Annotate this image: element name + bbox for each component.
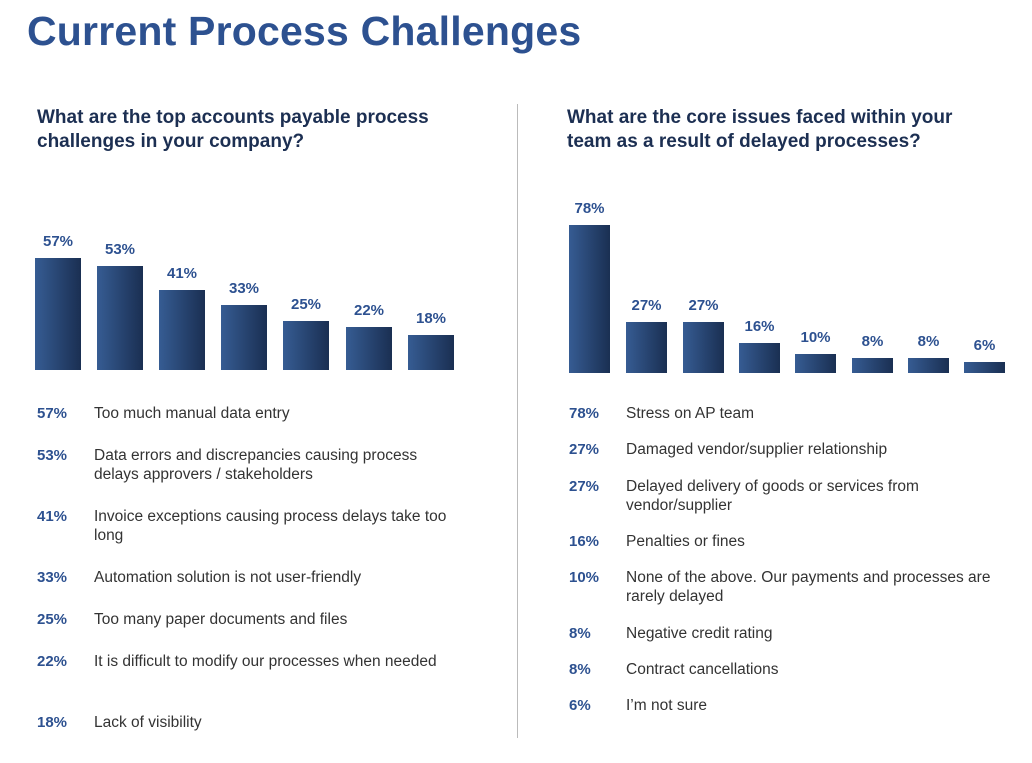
legend-text: Invoice exceptions causing process delay… bbox=[94, 508, 447, 544]
bar-label: 41% bbox=[166, 264, 198, 282]
legend-percent: 41% bbox=[37, 508, 68, 525]
legend-percent: 33% bbox=[37, 569, 68, 586]
bar-label: 57% bbox=[42, 233, 74, 251]
legend-percent: 57% bbox=[37, 405, 68, 422]
bar bbox=[739, 342, 780, 373]
legend-percent: 18% bbox=[37, 714, 68, 731]
bar bbox=[346, 326, 392, 370]
legend-percent: 6% bbox=[569, 697, 591, 714]
bar-label: 10% bbox=[800, 329, 831, 346]
bar-label: 6% bbox=[973, 336, 996, 354]
legend-text: Delayed delivery of goods or services fr… bbox=[626, 478, 919, 514]
bar bbox=[964, 361, 1005, 373]
bar bbox=[908, 357, 949, 373]
legend-text: Lack of visibility bbox=[94, 714, 202, 731]
bar-label: 53% bbox=[104, 241, 136, 259]
bar bbox=[408, 334, 454, 370]
legend-percent: 16% bbox=[569, 533, 600, 550]
legend-item: 6% I’m not sure bbox=[569, 696, 996, 715]
bar-label: 27% bbox=[631, 296, 662, 314]
bar bbox=[852, 357, 893, 373]
bar bbox=[35, 258, 81, 370]
legend-percent: 8% bbox=[569, 625, 591, 642]
legend-item: 25% Too many paper documents and files bbox=[37, 610, 464, 629]
legend-text: I’m not sure bbox=[626, 697, 707, 714]
legend-item: 78% Stress on AP team bbox=[569, 404, 996, 423]
legend-text: Penalties or fines bbox=[626, 533, 745, 550]
legend-item: 33% Automation solution is not user-frien… bbox=[37, 568, 464, 587]
bar bbox=[795, 354, 836, 373]
legend-text: Stress on AP team bbox=[626, 405, 755, 422]
bar bbox=[97, 266, 143, 370]
legend-item: 10% None of the above. Our payments and p… bbox=[569, 568, 996, 606]
legend-percent: 27% bbox=[569, 441, 600, 458]
bar-label: 16% bbox=[744, 317, 775, 335]
bar bbox=[683, 321, 724, 373]
legend-percent: 22% bbox=[37, 653, 68, 670]
legend-item: 18% Lack of visibility bbox=[37, 713, 464, 732]
legend-item: 27% Damaged vendor/supplier relationship bbox=[569, 440, 996, 459]
legend-text: It is difficult to modify our processes … bbox=[94, 653, 437, 670]
legend-text: Damaged vendor/supplier relationship bbox=[626, 441, 888, 458]
legend-text: Too much manual data entry bbox=[94, 405, 290, 422]
bar bbox=[626, 321, 667, 373]
page-title: Current Process Challenges bbox=[27, 8, 582, 54]
legend-item: 8% Contract cancellations bbox=[569, 660, 996, 679]
bar bbox=[221, 305, 267, 370]
bar bbox=[283, 321, 329, 370]
bar-label: 27% bbox=[688, 296, 719, 314]
bar-label: 33% bbox=[228, 280, 260, 298]
bar bbox=[569, 224, 610, 373]
bar-label: 25% bbox=[290, 296, 322, 313]
bar-label: 8% bbox=[861, 332, 884, 350]
bar-label: 22% bbox=[353, 301, 385, 319]
legend-text: Contract cancellations bbox=[626, 661, 779, 678]
legend-text: Too many paper documents and files bbox=[94, 611, 348, 628]
divider bbox=[517, 104, 518, 738]
legend-text: Data errors and discrepancies causing pr… bbox=[94, 447, 418, 483]
right-question: What are the core issues faced within yo… bbox=[567, 107, 953, 152]
legend-item: 8% Negative credit rating bbox=[569, 624, 996, 643]
legend-item: 22% It is difficult to modify our process… bbox=[37, 652, 464, 671]
legend-percent: 27% bbox=[569, 478, 600, 495]
legend-item: 53% Data errors and discrepancies causing… bbox=[37, 446, 464, 484]
legend-item: 41% Invoice exceptions causing process de… bbox=[37, 507, 464, 545]
left-question: What are the top accounts payable proces… bbox=[37, 107, 429, 152]
bar-label: 18% bbox=[415, 309, 447, 327]
bar bbox=[159, 289, 205, 370]
legend-percent: 78% bbox=[569, 405, 600, 422]
legend-percent: 53% bbox=[37, 447, 68, 464]
legend-item: 16% Penalties or fines bbox=[569, 532, 996, 551]
legend-item: 57% Too much manual data entry bbox=[37, 404, 464, 423]
bar-label: 8% bbox=[917, 332, 940, 350]
legend-item: 27% Delayed delivery of goods or services… bbox=[569, 477, 996, 515]
legend-text: Automation solution is not user-friendly bbox=[94, 569, 362, 586]
bar-label: 78% bbox=[574, 199, 605, 217]
legend-percent: 8% bbox=[569, 661, 591, 678]
legend-text: None of the above. Our payments and proc… bbox=[626, 569, 991, 605]
legend-percent: 25% bbox=[37, 611, 68, 628]
legend-percent: 10% bbox=[569, 569, 600, 586]
legend-text: Negative credit rating bbox=[626, 625, 773, 642]
